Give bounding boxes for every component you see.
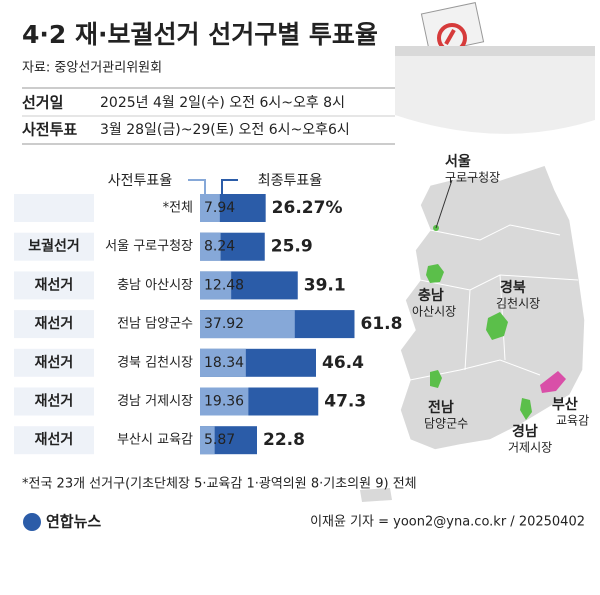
map-region: 경남 <box>512 423 538 440</box>
bar-pre <box>200 271 232 300</box>
map-region: 전남 <box>428 399 454 416</box>
map-office: 구로구청장 <box>445 171 500 185</box>
info-text: 3월 28일(금)~29(토) 오전 6시~오후6시 <box>100 122 350 138</box>
pre-value-label: 5.87 <box>204 432 235 448</box>
map-office: 교육감 <box>556 414 589 428</box>
row-band <box>14 194 94 222</box>
credit: 이재윤 기자 = yoon2@yna.co.kr / 20250402 <box>310 515 585 530</box>
bar-pre <box>200 310 295 339</box>
election-type: 재선거 <box>35 355 74 371</box>
election-type: 재선거 <box>35 394 74 410</box>
election-type: 보궐선거 <box>28 239 80 255</box>
election-type: 재선거 <box>35 277 74 293</box>
info-label: 사전투표 <box>22 121 77 139</box>
footnote: *전국 23개 선거구(기초단체장 5·교육감 1·광역의원 8·기초의원 9)… <box>22 477 417 492</box>
row-band <box>14 271 94 300</box>
row-band <box>14 348 94 377</box>
logo-text: 연합뉴스 <box>46 513 101 531</box>
bar-pre <box>200 348 246 377</box>
logo: 연합뉴스 <box>23 513 101 531</box>
pre-value-label: 18.34 <box>204 355 244 371</box>
map-office: 담양군수 <box>424 417 468 431</box>
final-value-label: 26.27% <box>272 198 343 218</box>
category-label: 전남 담양군수 <box>117 317 193 332</box>
legend-label: 사전투표율 <box>108 173 173 189</box>
source: 자료: 중앙선거관리위원회 <box>22 61 162 76</box>
bar-pre <box>200 387 249 416</box>
pre-value-label: 37.92 <box>204 316 244 332</box>
final-value-label: 61.8 <box>361 314 403 334</box>
map-office: 김천시장 <box>496 296 540 311</box>
map-region: 경북 <box>500 279 526 296</box>
map-region: 충남 <box>418 287 444 304</box>
legend-leader <box>221 179 238 196</box>
pre-value-label: 8.24 <box>204 239 235 255</box>
final-value-label: 22.8 <box>263 430 305 450</box>
pre-value-label: 19.36 <box>204 394 244 410</box>
election-type: 재선거 <box>35 432 74 448</box>
election-type: 재선거 <box>35 316 74 332</box>
map-office: 아산시장 <box>412 305 456 319</box>
map-region: 서울 <box>445 153 471 170</box>
map-office: 거제시장 <box>508 441 552 455</box>
final-value-label: 47.3 <box>324 392 366 412</box>
bar-pre <box>200 232 221 261</box>
row-band <box>14 232 94 261</box>
category-label: *전체 <box>163 201 193 216</box>
pre-value-label: 12.48 <box>204 277 244 293</box>
category-label: 서울 구로구청장 <box>105 239 193 254</box>
final-value-label: 25.9 <box>271 237 313 257</box>
row-band <box>14 310 94 339</box>
map <box>360 164 586 502</box>
map-region: 부산 <box>552 396 578 413</box>
bar-pre <box>200 194 220 222</box>
pre-value-label: 7.94 <box>204 200 235 216</box>
final-value-label: 39.1 <box>304 275 346 295</box>
info-text: 2025년 4월 2일(수) 오전 6시~오후 8시 <box>100 95 345 111</box>
legend-leader <box>188 179 206 196</box>
legend-label: 최종투표율 <box>258 173 323 189</box>
row-band <box>14 426 94 455</box>
final-value-label: 46.4 <box>322 353 364 373</box>
category-label: 부산시 교육감 <box>117 433 193 448</box>
category-label: 경남 거제시장 <box>117 394 193 409</box>
info-label: 선거일 <box>22 94 63 112</box>
ballot-icon <box>395 2 595 134</box>
title: 4·2 재·보궐선거 선거구별 투표율 <box>22 20 378 49</box>
category-label: 충남 아산시장 <box>117 278 193 293</box>
row-band <box>14 387 94 416</box>
category-label: 경북 김천시장 <box>117 355 193 370</box>
bar-pre <box>200 426 215 455</box>
